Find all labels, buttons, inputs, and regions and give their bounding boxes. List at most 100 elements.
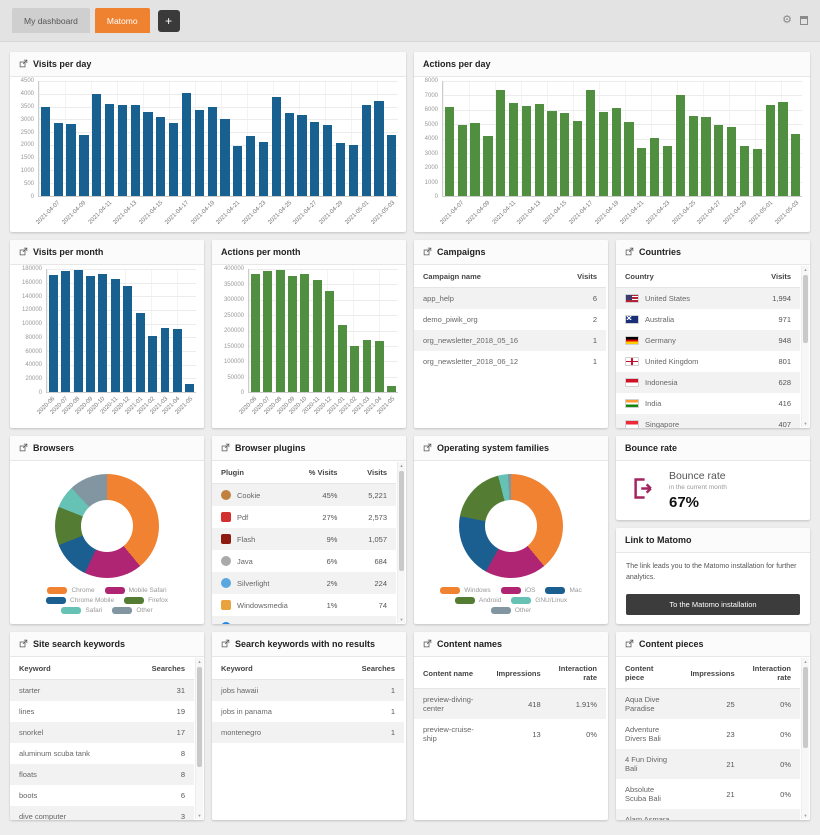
table-row[interactable]: Java 6% 684 [212, 550, 396, 572]
bar[interactable] [585, 90, 596, 196]
column-header[interactable]: Impressions [681, 657, 744, 689]
bar[interactable] [361, 105, 371, 196]
column-header[interactable]: Interaction rate [549, 657, 606, 689]
maximise-icon[interactable] [19, 243, 28, 261]
table-row[interactable]: floats 8 [10, 764, 194, 785]
maximise-icon[interactable] [423, 243, 432, 261]
bar[interactable] [765, 105, 775, 196]
bar[interactable] [310, 121, 320, 196]
table-row[interactable]: Australia 971 [616, 309, 800, 330]
bar[interactable] [300, 273, 310, 392]
bar[interactable] [444, 106, 455, 196]
bar[interactable] [220, 119, 230, 196]
bar[interactable] [688, 115, 698, 196]
bar[interactable] [48, 275, 58, 392]
table-row[interactable]: preview-diving-center 418 1.91% [414, 688, 606, 719]
bar[interactable] [675, 94, 685, 196]
table-row[interactable]: snorkel 17 [10, 722, 194, 743]
maximise-icon[interactable] [221, 635, 230, 653]
column-header[interactable]: Keyword [10, 657, 136, 680]
bar[interactable] [92, 93, 102, 196]
matomo-installation-button[interactable]: To the Matomo installation [626, 594, 800, 615]
column-header[interactable]: Campaign name [414, 265, 548, 288]
bar[interactable] [123, 286, 133, 392]
bar[interactable] [172, 329, 182, 392]
table-row[interactable]: boots 6 [10, 785, 194, 806]
bar[interactable] [130, 104, 140, 196]
maximise-icon[interactable] [221, 439, 230, 457]
bar[interactable] [611, 107, 621, 196]
bar[interactable] [297, 115, 307, 196]
maximise-icon[interactable] [625, 243, 634, 261]
bar[interactable] [739, 146, 750, 196]
table-row[interactable]: Singapore 407 [616, 414, 800, 428]
bar[interactable] [714, 124, 724, 196]
column-header[interactable]: Plugin [212, 461, 297, 484]
bar[interactable] [624, 121, 634, 196]
table-row[interactable]: Alam Asmara Dive Resort Bali190% [616, 809, 800, 820]
bar[interactable] [778, 101, 788, 196]
table-row[interactable]: preview-cruise-ship 13 0% [414, 719, 606, 749]
bar[interactable] [791, 134, 801, 196]
column-header[interactable]: Keyword [212, 657, 346, 680]
maximise-icon[interactable] [423, 635, 432, 653]
table-row[interactable]: Quicktime 0%16 [212, 616, 396, 624]
table-row[interactable]: jobs in panama 1 [212, 701, 404, 722]
column-header[interactable]: % Visits [296, 461, 347, 484]
bar[interactable] [53, 123, 63, 196]
table-row[interactable]: lines 19 [10, 701, 194, 722]
bar[interactable] [701, 116, 711, 196]
table-row[interactable]: aluminum scuba tank 8 [10, 743, 194, 764]
bar[interactable] [110, 279, 120, 392]
table-row[interactable]: starter 31 [10, 679, 194, 701]
bar[interactable] [470, 122, 480, 196]
bar[interactable] [181, 93, 192, 196]
bar[interactable] [323, 125, 333, 196]
table-row[interactable]: Germany 948 [616, 330, 800, 351]
maximise-icon[interactable] [423, 439, 432, 457]
bar[interactable] [66, 124, 76, 196]
maximise-icon[interactable] [19, 439, 28, 457]
bar[interactable] [560, 113, 570, 196]
table-row[interactable]: 4 Fun Diving Bali 21 0% [616, 749, 800, 779]
column-header[interactable]: Impressions [487, 657, 550, 689]
table-row[interactable]: United Kingdom 801 [616, 351, 800, 372]
bar[interactable] [374, 341, 384, 392]
bar[interactable] [143, 111, 153, 196]
bar[interactable] [156, 116, 166, 196]
bar[interactable] [275, 269, 285, 392]
table-row[interactable]: demo_piwik_org 2 [414, 309, 606, 330]
bar[interactable] [387, 134, 397, 196]
bar[interactable] [325, 291, 335, 392]
gear-icon[interactable]: ⚙ [782, 14, 792, 26]
column-header[interactable]: Visits [548, 265, 606, 288]
table-row[interactable]: Flash 9% 1,057 [212, 528, 396, 550]
table-row[interactable]: montenegro 1 [212, 722, 404, 743]
table-row[interactable]: Indonesia 628 [616, 372, 800, 393]
column-header[interactable]: Country [616, 265, 742, 288]
bar[interactable] [662, 145, 673, 196]
bar[interactable] [348, 145, 358, 196]
bar[interactable] [104, 103, 115, 196]
bar[interactable] [547, 111, 557, 196]
column-header[interactable]: Searches [136, 657, 194, 680]
bar[interactable] [185, 383, 195, 392]
table-row[interactable]: Cookie 45% 5,221 [212, 483, 396, 506]
bar[interactable] [73, 269, 83, 392]
bar[interactable] [598, 111, 608, 196]
bar[interactable] [61, 271, 71, 392]
bar[interactable] [483, 135, 493, 196]
table-row[interactable]: Absolute Scuba Bali 21 0% [616, 779, 800, 809]
bar[interactable] [508, 103, 519, 196]
window-icon[interactable] [800, 16, 808, 25]
table-row[interactable]: India 416 [616, 393, 800, 414]
bar[interactable] [496, 90, 506, 196]
bar[interactable] [457, 124, 467, 196]
table-row[interactable]: dive computer 3 [10, 806, 194, 820]
bar[interactable] [98, 273, 108, 392]
bar[interactable] [207, 107, 217, 196]
scrollbar[interactable]: ▲ ▼ [195, 658, 203, 819]
donut-chart[interactable] [55, 474, 159, 578]
table-row[interactable]: United States 1,994 [616, 287, 800, 309]
bar[interactable] [752, 148, 762, 196]
